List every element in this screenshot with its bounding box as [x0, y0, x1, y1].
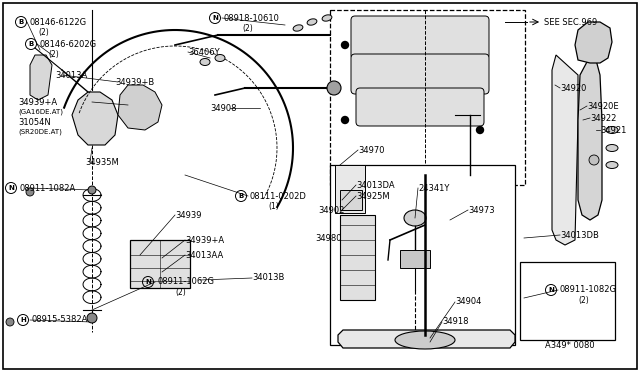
Text: N: N — [548, 287, 554, 293]
Circle shape — [342, 116, 349, 124]
Bar — [335, 165, 365, 213]
Bar — [340, 215, 375, 300]
Ellipse shape — [395, 331, 455, 349]
Text: 36406Y: 36406Y — [188, 48, 220, 57]
Text: N: N — [145, 279, 151, 285]
Text: 34908: 34908 — [210, 103, 237, 112]
Text: 34939: 34939 — [175, 211, 202, 219]
Circle shape — [88, 186, 96, 194]
Text: 34013DB: 34013DB — [560, 231, 599, 240]
Text: 34939+A: 34939+A — [18, 97, 57, 106]
Text: 08911-1062G: 08911-1062G — [157, 278, 214, 286]
Text: 34921: 34921 — [600, 125, 627, 135]
Ellipse shape — [307, 19, 317, 25]
Circle shape — [87, 313, 97, 323]
Polygon shape — [72, 92, 118, 145]
Text: 34904: 34904 — [455, 298, 481, 307]
Text: A349* 0080: A349* 0080 — [545, 340, 595, 350]
Text: 34013A: 34013A — [55, 71, 87, 80]
Ellipse shape — [404, 210, 426, 226]
Text: (2): (2) — [38, 28, 49, 36]
Text: 08918-10610: 08918-10610 — [224, 13, 280, 22]
Text: 34939+A: 34939+A — [185, 235, 224, 244]
Polygon shape — [552, 55, 578, 245]
Text: 34920: 34920 — [560, 83, 586, 93]
Text: 34939+B: 34939+B — [115, 77, 154, 87]
Text: 34973: 34973 — [468, 205, 495, 215]
Text: 08146-6202G: 08146-6202G — [40, 39, 97, 48]
Bar — [330, 165, 515, 345]
Text: 34013DA: 34013DA — [356, 180, 395, 189]
Text: 24341Y: 24341Y — [418, 183, 449, 192]
Circle shape — [342, 42, 349, 48]
Ellipse shape — [606, 144, 618, 151]
FancyBboxPatch shape — [351, 54, 489, 94]
Polygon shape — [575, 22, 612, 63]
Text: 34980: 34980 — [315, 234, 342, 243]
Bar — [130, 240, 190, 288]
Text: 34902: 34902 — [318, 205, 344, 215]
Text: N: N — [8, 185, 14, 191]
Text: B: B — [28, 41, 34, 47]
Circle shape — [589, 155, 599, 165]
Text: 34925M: 34925M — [356, 192, 390, 201]
Text: 34013AA: 34013AA — [185, 250, 223, 260]
Bar — [330, 10, 525, 185]
Text: 34970: 34970 — [358, 145, 385, 154]
Text: 08911-1082G: 08911-1082G — [560, 285, 617, 295]
Text: 34920E: 34920E — [587, 102, 619, 110]
Ellipse shape — [322, 15, 332, 21]
Polygon shape — [30, 55, 52, 100]
Text: 08915-5382A: 08915-5382A — [32, 315, 88, 324]
Text: 08111-0202D: 08111-0202D — [250, 192, 307, 201]
Text: (2): (2) — [578, 295, 589, 305]
Circle shape — [477, 126, 483, 134]
Ellipse shape — [606, 126, 618, 134]
Circle shape — [6, 318, 14, 326]
Text: N: N — [212, 15, 218, 21]
Bar — [400, 250, 430, 268]
Text: 08146-6122G: 08146-6122G — [30, 17, 87, 26]
Text: (1): (1) — [268, 202, 279, 211]
Text: H: H — [20, 317, 26, 323]
Text: B: B — [238, 193, 244, 199]
FancyBboxPatch shape — [356, 88, 484, 126]
Text: (GA16DE.AT): (GA16DE.AT) — [18, 109, 63, 115]
Text: (SR20DE.AT): (SR20DE.AT) — [18, 129, 62, 135]
Circle shape — [26, 188, 34, 196]
Polygon shape — [118, 85, 162, 130]
Text: 34935M: 34935M — [85, 157, 119, 167]
Text: SEE SEC.969: SEE SEC.969 — [544, 17, 597, 26]
FancyBboxPatch shape — [351, 16, 489, 59]
Ellipse shape — [606, 161, 618, 169]
Text: (2): (2) — [242, 23, 253, 32]
Bar — [340, 190, 362, 210]
Text: (2): (2) — [48, 49, 59, 58]
Polygon shape — [338, 330, 515, 348]
Text: B: B — [19, 19, 24, 25]
Ellipse shape — [200, 58, 210, 65]
Text: 34013B: 34013B — [252, 273, 284, 282]
Circle shape — [327, 81, 341, 95]
Text: 31054N: 31054N — [18, 118, 51, 126]
Text: (2): (2) — [175, 288, 186, 296]
Text: 34922: 34922 — [590, 113, 616, 122]
Ellipse shape — [215, 55, 225, 61]
Text: 08911-1082A: 08911-1082A — [20, 183, 76, 192]
Bar — [520, 262, 615, 340]
Polygon shape — [578, 60, 602, 220]
Ellipse shape — [293, 25, 303, 31]
Text: 34918: 34918 — [442, 317, 468, 327]
